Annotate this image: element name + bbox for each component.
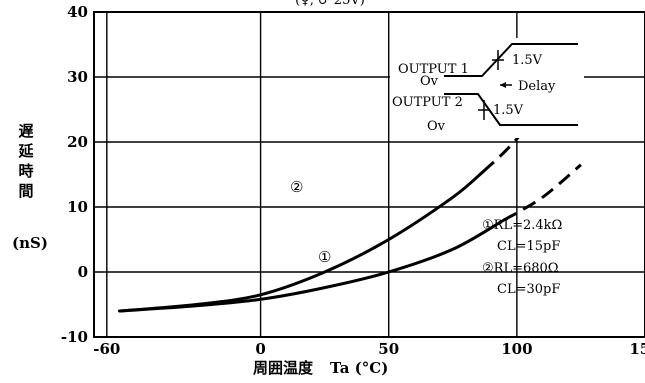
inset-output2-waveform — [444, 93, 578, 126]
curve-label-2: ② — [290, 178, 303, 196]
x-tick-label: 50 — [378, 340, 399, 358]
x-tick-labels: -60 0 50 100 150 — [93, 340, 645, 358]
legend-line-1a: ①RL=2.4kΩ — [482, 218, 562, 233]
y-axis-label-char-2: 延 — [17, 142, 34, 160]
inset-v2-label: 1.5V — [493, 103, 524, 118]
legend-line-2a: ②RL=680Ω — [482, 261, 559, 276]
x-axis-label: Ta (°C) — [330, 359, 388, 377]
y-tick-label: -10 — [61, 328, 88, 346]
inset-output2-label: OUTPUT 2 — [392, 95, 463, 110]
y-tick-label: 40 — [67, 3, 88, 21]
timing-inset: OUTPUT 1 Ov OUTPUT 2 Ov 1.5V Delay 1.5V — [390, 38, 584, 138]
y-tick-label: 0 — [78, 263, 88, 281]
y-axis-label-char-1: 遅 — [18, 122, 33, 140]
series-2-solid-line — [118, 169, 485, 313]
inset-background — [390, 38, 584, 138]
plot-frame — [93, 11, 645, 338]
x-axis-label-jp: 周囲温度 — [253, 359, 314, 377]
x-tick-label: 0 — [255, 340, 265, 358]
inset-v1-label: 1.5V — [512, 53, 543, 68]
x-tick-label: -60 — [93, 340, 120, 358]
x-tick-label: 100 — [501, 340, 532, 358]
y-tick-labels: 40 30 20 10 0 -10 — [61, 3, 88, 346]
legend: ①RL=2.4kΩ CL=15pF ②RL=680Ω CL=30pF — [482, 218, 562, 297]
x-tick-label: 150 — [629, 340, 645, 358]
y-axis-label: 遅 延 時 間 (nS) — [12, 122, 48, 252]
legend-line-2b: CL=30pF — [497, 282, 560, 297]
chart-title-fragment: (♀, ♂ 25V) — [295, 0, 365, 8]
inset-delay-label: Delay — [518, 79, 556, 94]
inset-delay-arrowhead — [500, 82, 506, 88]
inset-output1-label: OUTPUT 1 — [398, 62, 469, 77]
legend-line-1b: CL=15pF — [497, 239, 560, 254]
y-tick-label: 10 — [67, 198, 88, 216]
series-1-solid-line — [118, 218, 506, 313]
series-curves — [118, 59, 583, 313]
y-axis-label-char-3: 時 — [18, 162, 33, 180]
inset-ov2-label: Ov — [427, 119, 446, 134]
y-tick-label: 20 — [67, 133, 88, 151]
curve-label-1: ① — [318, 248, 331, 266]
series-1-dashed-line — [503, 163, 582, 222]
inset-ov1-label: Ov — [420, 74, 439, 89]
y-axis-unit: (nS) — [12, 234, 48, 252]
y-tick-label: 30 — [67, 68, 88, 86]
y-axis-label-char-4: 間 — [18, 182, 33, 200]
